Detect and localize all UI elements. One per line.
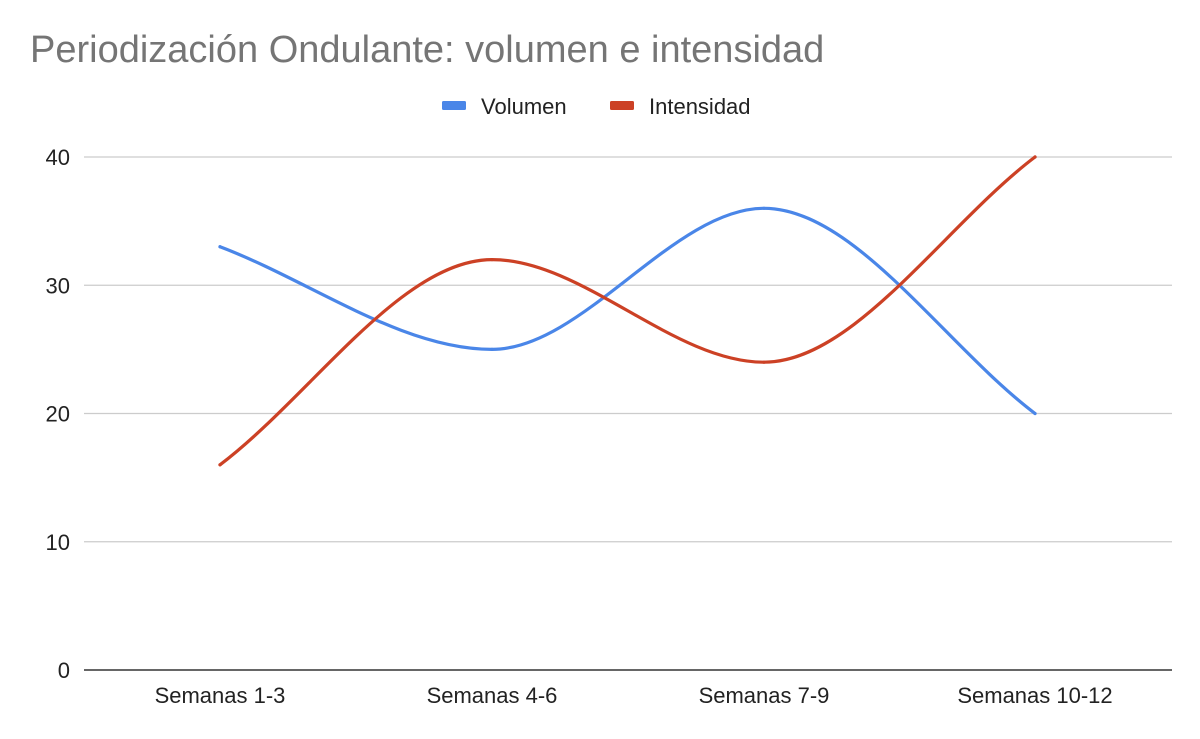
series-lines <box>218 155 1037 467</box>
y-axis-ticks: 0 10 20 30 40 <box>46 145 70 683</box>
chart-title: Periodización Ondulante: volumen e inten… <box>30 29 824 71</box>
series-line-volumen <box>218 206 1037 416</box>
legend-label-volumen: Volumen <box>481 94 567 119</box>
y-tick-label: 30 <box>46 273 70 298</box>
x-tick-label: Semanas 7-9 <box>699 683 830 708</box>
legend-swatch-volumen <box>442 101 466 110</box>
y-tick-label: 0 <box>58 658 70 683</box>
data-point-intensidad <box>490 258 494 262</box>
y-tick-label: 40 <box>46 145 70 170</box>
legend-label-intensidad: Intensidad <box>649 94 751 119</box>
x-axis-ticks: Semanas 1-3 Semanas 4-6 Semanas 7-9 Semanas… <box>155 683 1113 708</box>
x-tick-label: Semanas 4-6 <box>427 683 558 708</box>
x-tick-label: Semanas 1-3 <box>155 683 286 708</box>
gridlines <box>84 156 1172 671</box>
data-point-volumen <box>762 206 766 210</box>
legend: Volumen Intensidad <box>442 94 751 119</box>
x-tick-label: Semanas 10-12 <box>957 683 1112 708</box>
y-tick-label: 20 <box>46 402 70 427</box>
data-point-volumen <box>490 347 494 351</box>
series-line-intensidad <box>218 155 1037 467</box>
data-point-volumen <box>1033 411 1037 416</box>
y-tick-label: 10 <box>46 530 70 555</box>
data-point-intensidad <box>218 463 222 467</box>
data-point-volumen <box>218 245 222 249</box>
legend-swatch-intensidad <box>610 101 634 110</box>
data-point-intensidad <box>762 360 766 364</box>
data-point-intensidad <box>1033 155 1037 159</box>
